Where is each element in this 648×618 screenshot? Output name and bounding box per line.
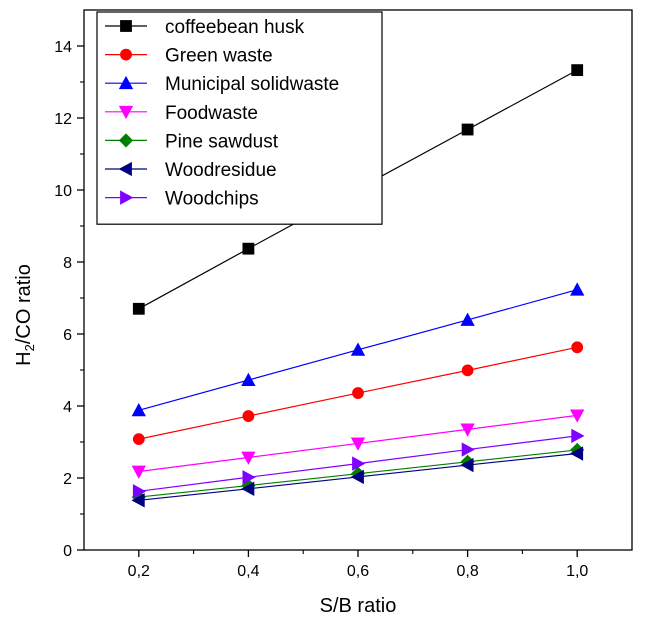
data-point <box>350 342 366 356</box>
y-tick-label: 10 <box>54 183 72 200</box>
series-3 <box>131 409 585 479</box>
data-point <box>352 456 366 471</box>
x-axis-title: S/B ratio <box>320 595 397 617</box>
data-point <box>460 423 475 437</box>
data-point <box>350 469 364 485</box>
data-point <box>460 457 474 473</box>
data-point <box>569 446 584 461</box>
y-tick-label: 0 <box>63 543 72 560</box>
legend-label: coffeebean husk <box>165 17 305 38</box>
y-axis-title-subscript: 2 <box>22 344 37 351</box>
legend: coffeebean husk Green waste Municipal soli… <box>96 11 383 225</box>
legend-marker <box>120 48 132 61</box>
data-point <box>131 493 145 508</box>
legend-item: Municipal solidwaste <box>105 74 339 95</box>
data-point <box>132 433 145 446</box>
legend-marker <box>118 161 132 177</box>
data-point <box>242 470 256 485</box>
legend-marker <box>118 75 134 90</box>
axis-ticks: 0,2 0,4 0,6 0,8 1,0 0 2 4 6 8 10 12 14 <box>54 39 588 580</box>
legend-box <box>96 11 383 225</box>
y-tick-label: 12 <box>54 111 72 128</box>
x-tick-label: 1,0 <box>566 563 588 580</box>
x-tick-label: 0,6 <box>347 563 369 580</box>
data-point <box>132 484 147 499</box>
legend-label: Green waste <box>165 46 273 67</box>
legend-item: Woodresidue <box>105 160 277 181</box>
legend-item: coffeebean husk <box>105 17 305 38</box>
data-point <box>132 302 145 315</box>
legend-label: Foodwaste <box>165 103 258 124</box>
y-axis-title-h: H <box>13 351 35 365</box>
data-point <box>461 364 474 377</box>
x-tick-label: 0,2 <box>128 563 150 580</box>
data-point <box>241 481 255 496</box>
legend-marker <box>118 105 134 120</box>
y-axis-title: H2/CO ratio <box>13 264 37 366</box>
series-2 <box>131 282 585 417</box>
y-tick-label: 2 <box>63 471 72 488</box>
legend-label: Woodchips <box>165 189 259 210</box>
legend-item: Foodwaste <box>105 103 258 124</box>
legend-item: Green waste <box>105 46 273 67</box>
data-point <box>242 410 255 422</box>
y-tick-label: 4 <box>63 399 72 416</box>
data-point <box>571 341 584 354</box>
legend-item: Woodchips <box>105 189 259 210</box>
legend-marker <box>118 133 134 148</box>
series-1 <box>132 341 584 446</box>
legend-label: Pine sawdust <box>165 131 279 152</box>
legend-label: Woodresidue <box>165 160 277 181</box>
data-point <box>461 442 475 457</box>
y-axis-title-rest: /CO ratio <box>13 264 35 344</box>
data-point <box>131 465 146 479</box>
data-point <box>570 282 585 296</box>
series-5 <box>131 446 584 508</box>
data-point <box>131 402 146 417</box>
legend-item: Pine sawdust <box>105 131 279 152</box>
data-point <box>571 428 585 444</box>
data-point <box>570 409 585 423</box>
y-tick-label: 6 <box>63 327 72 344</box>
y-tick-label: 8 <box>63 255 72 272</box>
data-point <box>242 242 255 255</box>
data-point <box>241 451 256 465</box>
data-point <box>352 387 364 399</box>
legend-label: Municipal solidwaste <box>165 74 339 95</box>
series-6 <box>132 428 585 499</box>
data-point <box>571 64 584 77</box>
legend-marker <box>120 20 132 32</box>
data-point <box>350 437 366 451</box>
data-point <box>241 372 256 386</box>
y-tick-label: 14 <box>54 39 72 56</box>
data-point <box>460 312 475 326</box>
x-tick-label: 0,8 <box>456 563 478 580</box>
plot-marks <box>131 64 585 508</box>
legend-marker <box>120 190 134 205</box>
x-tick-label: 0,4 <box>237 563 259 580</box>
data-point <box>461 123 474 136</box>
